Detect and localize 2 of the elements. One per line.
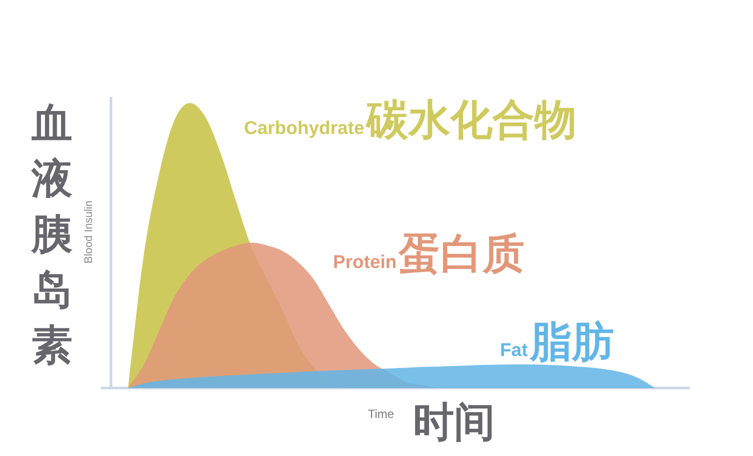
x-title: Time bbox=[368, 407, 394, 421]
y-title: Blood Insulin bbox=[83, 200, 95, 264]
